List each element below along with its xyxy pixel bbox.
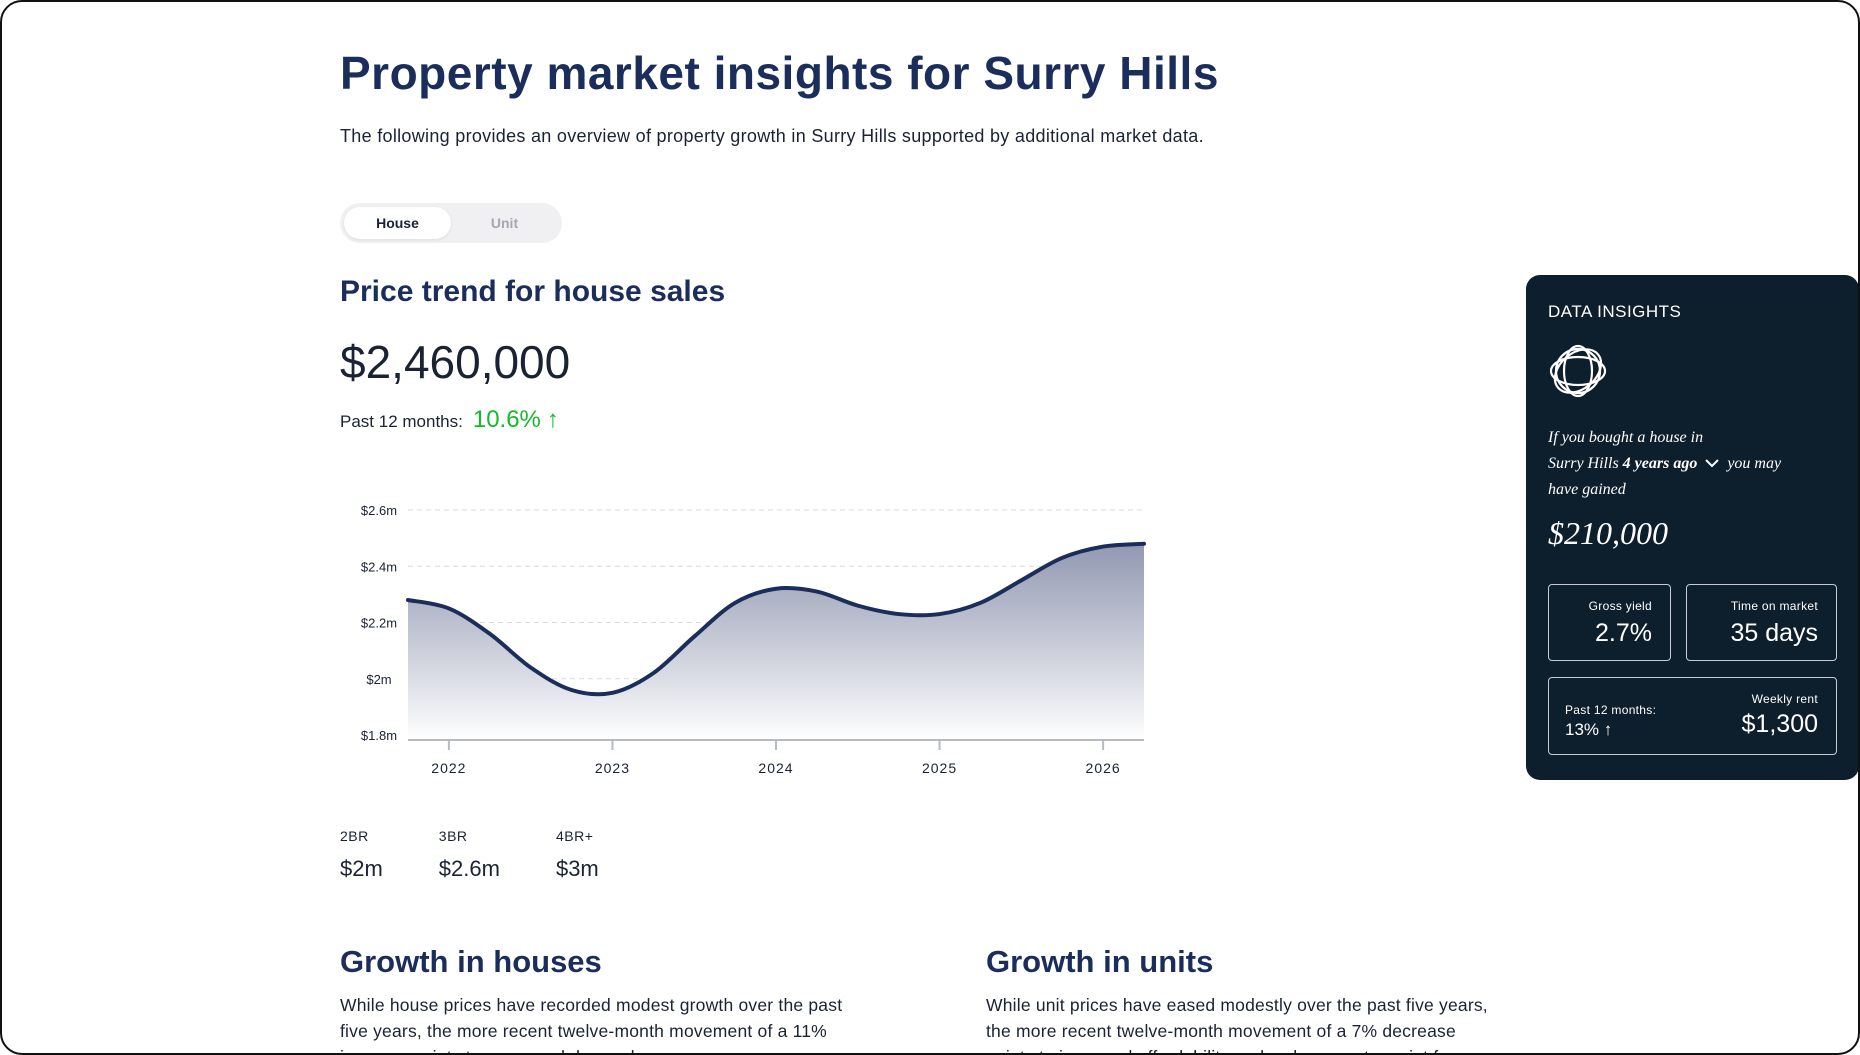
chevron-down-icon bbox=[1705, 459, 1720, 468]
time-on-market-value: 35 days bbox=[1730, 619, 1818, 647]
page-title: Property market insights for Surry Hills bbox=[340, 47, 1219, 99]
price-trend-title: Price trend for house sales bbox=[340, 275, 726, 308]
x-tick-label: 2024 bbox=[758, 760, 793, 776]
price-change-label: Past 12 months: bbox=[340, 412, 463, 431]
rent-box: Past 12 months: 13% ↑ Weekly rent $1,300 bbox=[1548, 677, 1837, 755]
bedroom-price-3br: 3BR $2.6m bbox=[439, 828, 500, 882]
growth-units-title: Growth in units bbox=[986, 944, 1214, 979]
x-tick-label: 2026 bbox=[1086, 760, 1121, 776]
rent-change-row: 13% ↑ bbox=[1565, 720, 1612, 740]
bedroom-price-2br: 2BR $2m bbox=[340, 828, 383, 882]
growth-houses-title: Growth in houses bbox=[340, 944, 602, 979]
time-on-market-box: Time on market 35 days bbox=[1686, 584, 1837, 661]
gross-yield-value: 2.7% bbox=[1595, 619, 1652, 647]
insights-header: DATA INSIGHTS bbox=[1548, 302, 1682, 321]
data-insights-card: DATA INSIGHTS If you bought a house in S… bbox=[1526, 275, 1858, 780]
bedroom-label: 3BR bbox=[438, 828, 468, 844]
price-change-row: Past 12 months: 10.6% ↑ bbox=[340, 406, 559, 434]
x-tick-label: 2022 bbox=[431, 760, 466, 776]
bedroom-label: 4BR+ bbox=[555, 828, 594, 844]
bedroom-label: 2BR bbox=[340, 828, 369, 844]
growth-units-text: While unit prices have eased modestly ov… bbox=[986, 995, 1488, 1053]
growth-houses-text: While house prices have recorded modest … bbox=[340, 995, 843, 1053]
period-dropdown[interactable]: 4 years ago bbox=[1623, 455, 1724, 472]
weekly-rent-label: Weekly rent bbox=[1751, 692, 1818, 706]
insights-text-1: If you bought a house in bbox=[1548, 429, 1704, 446]
median-price: $2,460,000 bbox=[340, 336, 571, 388]
y-tick-label: $2m bbox=[366, 672, 391, 687]
x-tick-label: 2023 bbox=[595, 760, 630, 776]
insights-description: If you bought a house in Surry Hills 4 y… bbox=[1548, 425, 1838, 503]
property-type-toggle: House Unit bbox=[340, 203, 562, 243]
rent-change-value: 13% bbox=[1565, 720, 1600, 739]
insights-text-2: you may bbox=[1727, 455, 1782, 472]
gross-yield-label: Gross yield bbox=[1588, 599, 1652, 613]
bedroom-value: $2.6m bbox=[438, 856, 500, 881]
growth-units-section: Growth in units While unit prices have e… bbox=[986, 944, 1506, 1053]
period-dropdown-label: 4 years ago bbox=[1622, 455, 1698, 472]
insights-logo-icon bbox=[1549, 344, 1607, 398]
insights-suburb: Surry Hills bbox=[1548, 455, 1619, 472]
time-on-market-label: Time on market bbox=[1730, 599, 1818, 613]
arrow-up-icon: ↑ bbox=[1603, 720, 1613, 739]
price-line bbox=[406, 541, 1146, 697]
bedroom-value: $3m bbox=[555, 856, 599, 881]
growth-houses-section: Growth in houses While house prices have… bbox=[340, 944, 860, 1053]
toggle-unit[interactable]: Unit bbox=[451, 207, 558, 239]
insights-gain-value: $210,000 bbox=[1548, 515, 1668, 551]
insights-text-3: have gained bbox=[1548, 481, 1626, 498]
y-tick-label: $2.4m bbox=[361, 559, 397, 574]
y-tick-label: $1.8m bbox=[361, 728, 397, 743]
price-trend-chart: $1.8m $2m $2.2m $2.4m $2.6m 2022 2023 2024 2025 2… bbox=[361, 503, 1146, 776]
y-tick-label: $2.6m bbox=[361, 503, 397, 518]
price-change-value: 10.6% bbox=[472, 406, 541, 433]
bedroom-value: $2m bbox=[340, 856, 383, 881]
arrow-up-icon: ↑ bbox=[546, 406, 559, 433]
weekly-rent-value: $1,300 bbox=[1741, 710, 1818, 738]
gross-yield-box: Gross yield 2.7% bbox=[1548, 584, 1671, 661]
page-subtitle: The following provides an overview of pr… bbox=[340, 126, 1204, 146]
y-tick-label: $2.2m bbox=[361, 616, 397, 631]
rent-change-label: Past 12 months: bbox=[1565, 703, 1657, 717]
bedroom-prices: 2BR $2m 3BR $2.6m 4BR+ $3m bbox=[340, 828, 655, 882]
area-fill bbox=[408, 543, 1144, 740]
toggle-house[interactable]: House bbox=[344, 207, 451, 239]
x-tick-label: 2025 bbox=[922, 760, 957, 776]
bedroom-price-4br: 4BR+ $3m bbox=[556, 828, 599, 882]
